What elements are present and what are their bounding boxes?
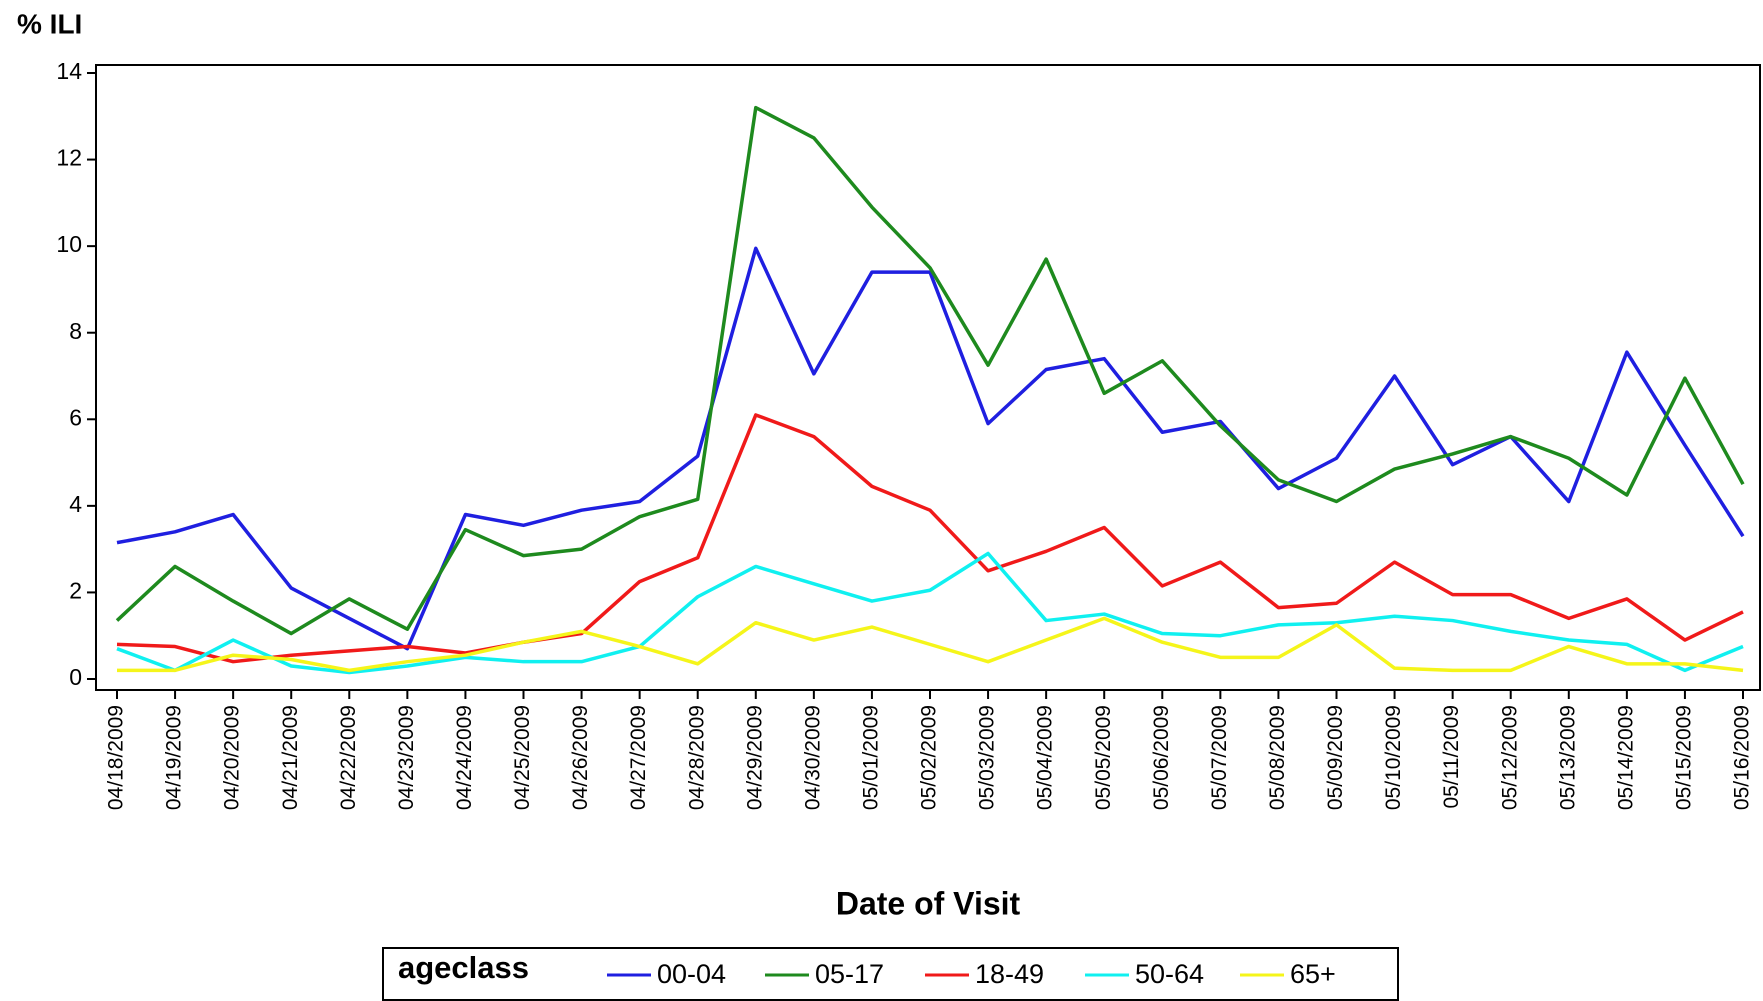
- legend-label: 18-49: [975, 959, 1044, 989]
- x-tick-label: 04/24/2009: [453, 705, 476, 810]
- series-line: [116, 246, 1745, 651]
- plot-frame: [95, 64, 1761, 691]
- x-tick-label: 05/05/2009: [1092, 705, 1115, 810]
- series-line: [115, 105, 1745, 636]
- x-tick-label: 04/23/2009: [395, 705, 418, 810]
- legend-label: 05-17: [815, 959, 884, 989]
- x-tick-label: 05/15/2009: [1672, 705, 1695, 810]
- x-tick-label: 04/25/2009: [511, 705, 534, 810]
- x-tick-label: 05/02/2009: [918, 705, 941, 810]
- y-tick-label: 0: [69, 664, 82, 690]
- legend-label: 65+: [1290, 959, 1336, 989]
- legend-box: [382, 947, 1399, 1001]
- y-tick-label: 10: [56, 231, 82, 257]
- x-tick-label: 04/20/2009: [221, 705, 244, 810]
- x-tick-label: 04/19/2009: [163, 705, 186, 810]
- x-axis-label: Date of Visit: [836, 885, 1021, 921]
- x-tick-label: 05/04/2009: [1034, 705, 1057, 810]
- x-tick-label: 05/12/2009: [1498, 705, 1521, 810]
- y-tick-label: 14: [56, 58, 82, 84]
- x-tick-label: 04/26/2009: [569, 705, 592, 810]
- x-tick-label: 05/08/2009: [1266, 705, 1289, 810]
- x-tick-label: 04/22/2009: [337, 705, 360, 810]
- y-tick-label: 8: [69, 318, 82, 344]
- x-tick-label: 05/14/2009: [1614, 705, 1637, 810]
- series-line: [116, 413, 1744, 664]
- x-tick-label: 05/09/2009: [1324, 705, 1347, 810]
- x-tick-label: 05/03/2009: [976, 705, 999, 810]
- x-tick-label: 05/13/2009: [1556, 705, 1579, 810]
- y-tick-label: 4: [69, 491, 82, 517]
- x-tick-label: 05/11/2009: [1440, 705, 1463, 809]
- series-line: [116, 551, 1744, 675]
- x-tick-label: 04/18/2009: [105, 705, 128, 810]
- legend-label: 00-04: [657, 959, 726, 989]
- legend-label: 50-64: [1135, 959, 1204, 989]
- x-tick-label: 05/01/2009: [859, 705, 882, 810]
- x-tick-label: 04/21/2009: [279, 705, 302, 810]
- x-tick-label: 04/27/2009: [627, 705, 650, 810]
- y-axis-label: % ILI: [17, 8, 82, 39]
- x-tick-label: 04/30/2009: [801, 705, 824, 810]
- series-line: [117, 616, 1744, 673]
- x-tick-label: 05/16/2009: [1731, 705, 1754, 810]
- legend-title: ageclass: [398, 950, 529, 985]
- y-tick-label: 6: [69, 404, 82, 430]
- x-tick-label: 04/28/2009: [685, 705, 708, 810]
- y-tick-label: 12: [56, 145, 82, 171]
- x-tick-label: 05/07/2009: [1208, 705, 1231, 810]
- x-tick-label: 05/10/2009: [1382, 705, 1405, 810]
- y-tick-label: 2: [69, 578, 82, 604]
- x-tick-label: 04/29/2009: [743, 705, 766, 810]
- x-tick-label: 05/06/2009: [1150, 705, 1173, 810]
